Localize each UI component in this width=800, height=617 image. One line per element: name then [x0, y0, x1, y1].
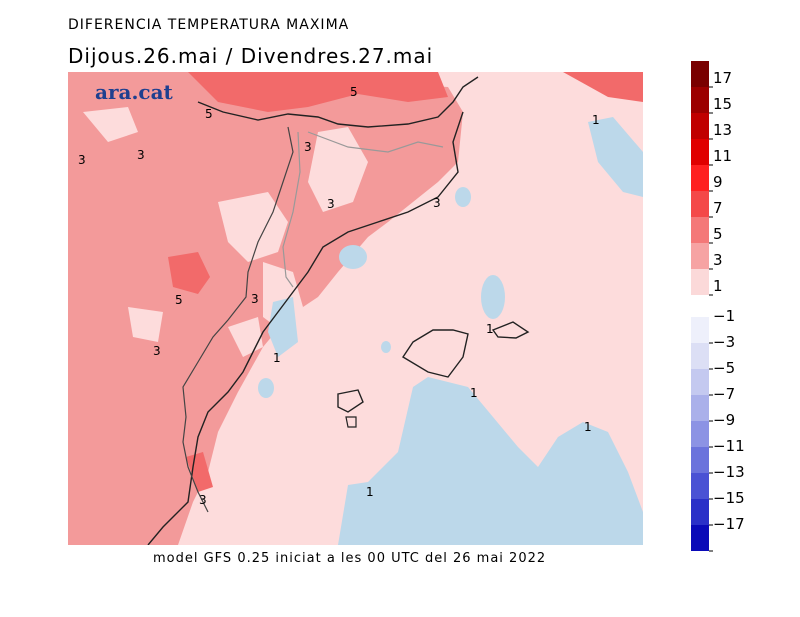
legend-swatch: [691, 139, 709, 165]
border-line: [182, 126, 294, 513]
color-legend: 17 15 13 11 9 7 5 3 1 −1 −3 −5 −7 −9 −11 −13 −15 −17: [691, 61, 745, 552]
legend-swatch: [691, 191, 709, 217]
temperature-map: [68, 72, 643, 545]
legend-swatch: [691, 87, 709, 113]
legend-swatch: [691, 499, 709, 525]
cool-spot-5: [381, 341, 391, 353]
legend-swatch: [691, 369, 709, 395]
hot-spot-northeast: [563, 72, 643, 102]
cool-area-northeast: [588, 117, 643, 197]
pale-pocket-6: [308, 127, 368, 212]
legend-swatch: [691, 61, 709, 87]
legend-label: 13: [713, 121, 732, 139]
legend-label: −13: [713, 463, 745, 481]
pale-pocket-3: [128, 307, 163, 342]
legend-swatch: [691, 421, 709, 447]
cool-spot-4: [258, 378, 274, 398]
legend-swatch: [691, 217, 709, 243]
legend-label: −9: [713, 411, 735, 429]
legend-swatch: [691, 447, 709, 473]
forecast-date-range: Dijous.26.mai / Divendres.27.mai: [68, 44, 434, 68]
legend-label: −5: [713, 359, 735, 377]
legend-swatch: [691, 165, 709, 191]
cool-spot-3: [455, 187, 471, 207]
pale-pocket-1: [218, 192, 288, 262]
legend-label: 9: [713, 173, 723, 191]
border-line-grey: [282, 131, 444, 288]
island-mallorca: [402, 329, 469, 378]
legend-label: −1: [713, 307, 735, 325]
pale-pocket-5: [83, 107, 138, 142]
ara-cat-logo: ara.cat: [95, 80, 173, 104]
model-footer: model GFS 0.25 iniciat a les 00 UTC del …: [153, 551, 547, 566]
island-ibiza: [337, 389, 364, 413]
legend-swatch: [691, 343, 709, 369]
island-menorca: [491, 321, 530, 339]
legend-label: 5: [713, 225, 723, 243]
legend-label: 17: [713, 69, 732, 87]
legend-label: 3: [713, 251, 723, 269]
hot-spot-north: [188, 72, 448, 112]
cool-area-gulf: [268, 297, 298, 357]
legend-label: 11: [713, 147, 732, 165]
map-title: DIFERENCIA TEMPERATURA MAXIMA: [68, 17, 350, 33]
cool-spot-2: [481, 275, 505, 319]
hot-spot-south: [186, 452, 213, 492]
legend-label: −3: [713, 333, 735, 351]
legend-swatch: [691, 473, 709, 499]
legend-label: −15: [713, 489, 745, 507]
legend-swatch: [691, 269, 709, 295]
hot-spot-center: [168, 252, 210, 294]
coastline: [147, 76, 479, 545]
legend-swatch: [691, 113, 709, 139]
legend-swatch: [691, 395, 709, 421]
legend-label: −7: [713, 385, 735, 403]
cool-area-south: [338, 377, 643, 545]
cool-spot-1: [339, 245, 367, 269]
legend-swatch: [691, 525, 709, 551]
legend-label: 7: [713, 199, 723, 217]
legend-swatch: [691, 317, 709, 343]
legend-label: 15: [713, 95, 732, 113]
legend-swatch: [691, 243, 709, 269]
island-formentera: [345, 416, 357, 428]
legend-label: −17: [713, 515, 745, 533]
pale-pocket-4: [228, 317, 263, 357]
legend-label: 1: [713, 277, 723, 295]
legend-label: −11: [713, 437, 745, 455]
